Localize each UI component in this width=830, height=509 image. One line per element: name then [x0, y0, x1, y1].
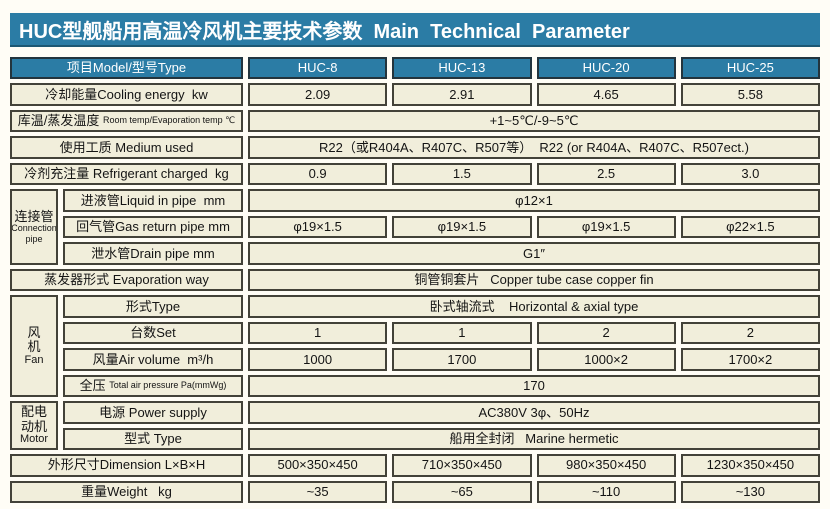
value-cell-gas-pipe-huc13: φ19×1.5	[392, 215, 532, 239]
value-cell-volume-huc20: 1000×2	[536, 348, 676, 371]
row-label-weight: 重量Weight kg	[10, 480, 243, 503]
motor-en: Motor	[19, 433, 49, 446]
value-cell-refrigerant-huc20: 2.5	[536, 162, 676, 186]
value-cell-refrigerant-huc13: 1.5	[392, 162, 532, 186]
row-label-pressure: 全压 Total air pressure Pa(mmWg)	[63, 374, 243, 398]
fan-zh2: 机	[27, 339, 41, 355]
parameters-table: 项目Model/型号Type HUC-8 HUC-13 HUC-20 HUC-2…	[10, 57, 820, 503]
room-temp-label-zh: 库温/蒸发温度	[17, 113, 104, 129]
value-cell-volume-huc8: 1000	[248, 348, 388, 371]
row-label-refrigerant: 冷剂充注量 Refrigerant charged kg	[10, 162, 243, 186]
connection-pipe-en2: pipe	[25, 233, 43, 244]
value-cell-liquid-pipe: φ12×1	[248, 189, 820, 212]
connection-pipe-zh: 连接管	[14, 208, 54, 224]
value-cell-sets-huc13: 1	[392, 321, 532, 345]
row-label-cooling-energy: 冷却能量Cooling energy kw	[10, 83, 243, 106]
row-label-motor-type: 型式 Type	[63, 427, 243, 451]
connection-pipe-en1: Connection	[11, 223, 57, 234]
column-header-huc13: HUC-13	[392, 57, 532, 80]
group-label-fan: 风 机 Fan	[10, 295, 58, 398]
value-cell-gas-pipe-huc20: φ19×1.5	[536, 215, 676, 239]
value-cell-dimension-huc8: 500×350×450	[248, 454, 388, 477]
row-label-air-volume: 风量Air volume m³/h	[63, 348, 243, 371]
fan-en: Fan	[24, 354, 44, 367]
fan-zh1: 风	[27, 324, 41, 340]
value-cell-cooling-huc20: 4.65	[536, 83, 676, 106]
group-label-connection-pipe: 连接管 Connection pipe	[10, 189, 58, 265]
value-cell-volume-huc25: 1700×2	[680, 348, 820, 371]
value-cell-power-supply: AC380V 3φ、50Hz	[248, 401, 820, 424]
pressure-label-en: Total air pressure Pa(mmWg)	[109, 380, 227, 391]
value-cell-cooling-huc8: 2.09	[248, 83, 388, 106]
row-label-fan-type: 形式Type	[63, 295, 243, 318]
pressure-label-zh: 全压	[79, 378, 110, 394]
value-cell-drain-pipe: G1″	[248, 242, 820, 265]
value-cell-medium: R22（或R404A、R407C、R507等） R22 (or R404A、R4…	[248, 136, 820, 159]
row-label-drain-pipe: 泄水管Drain pipe mm	[63, 242, 243, 265]
value-cell-cooling-huc13: 2.91	[392, 83, 532, 106]
row-label-gas-pipe: 回气管Gas return pipe mm	[63, 215, 243, 239]
value-cell-room-temp: +1~5℃/-9~5℃	[248, 109, 820, 133]
row-label-fan-sets: 台数Set	[63, 321, 243, 345]
row-label-room-temp: 库温/蒸发温度 Room temp/Evaporation temp ℃	[10, 109, 243, 133]
value-cell-weight-huc25: ~130	[680, 480, 820, 503]
value-cell-weight-huc8: ~35	[248, 480, 388, 503]
value-cell-volume-huc13: 1700	[392, 348, 532, 371]
room-temp-label-en: Room temp/Evaporation temp ℃	[103, 115, 236, 126]
value-cell-gas-pipe-huc25: φ22×1.5	[680, 215, 820, 239]
group-label-motor: 配电 动机 Motor	[10, 401, 58, 451]
value-cell-motor-type: 船用全封闭 Marine hermetic	[248, 427, 820, 451]
value-cell-dimension-huc25: 1230×350×450	[680, 454, 820, 477]
motor-zh1: 配电	[20, 404, 47, 420]
value-cell-pressure: 170	[248, 374, 820, 398]
value-cell-evaporator: 铜管铜套片 Copper tube case copper fin	[248, 268, 820, 292]
motor-zh2: 动机	[20, 418, 47, 434]
value-cell-cooling-huc25: 5.58	[680, 83, 820, 106]
value-cell-sets-huc8: 1	[248, 321, 388, 345]
column-header-huc20: HUC-20	[536, 57, 676, 80]
value-cell-dimension-huc13: 710×350×450	[392, 454, 532, 477]
value-cell-fan-type: 卧式轴流式 Horizontal & axial type	[248, 295, 820, 318]
value-cell-weight-huc13: ~65	[392, 480, 532, 503]
column-header-model: 项目Model/型号Type	[10, 57, 243, 80]
row-label-power-supply: 电源 Power supply	[63, 401, 243, 424]
row-label-liquid-pipe: 进液管Liquid in pipe mm	[63, 189, 243, 212]
value-cell-dimension-huc20: 980×350×450	[536, 454, 676, 477]
value-cell-refrigerant-huc25: 3.0	[680, 162, 820, 186]
value-cell-sets-huc25: 2	[680, 321, 820, 345]
value-cell-gas-pipe-huc8: φ19×1.5	[248, 215, 388, 239]
column-header-huc25: HUC-25	[680, 57, 820, 80]
page-title: HUC型舰船用高温冷风机主要技术参数 Main Technical Parame…	[10, 13, 820, 47]
value-cell-weight-huc20: ~110	[536, 480, 676, 503]
row-label-evaporator: 蒸发器形式 Evaporation way	[10, 268, 243, 292]
row-label-dimension: 外形尺寸Dimension L×B×H	[10, 454, 243, 477]
value-cell-sets-huc20: 2	[536, 321, 676, 345]
row-label-medium: 使用工质 Medium used	[10, 136, 243, 159]
value-cell-refrigerant-huc8: 0.9	[248, 162, 388, 186]
column-header-huc8: HUC-8	[248, 57, 388, 80]
